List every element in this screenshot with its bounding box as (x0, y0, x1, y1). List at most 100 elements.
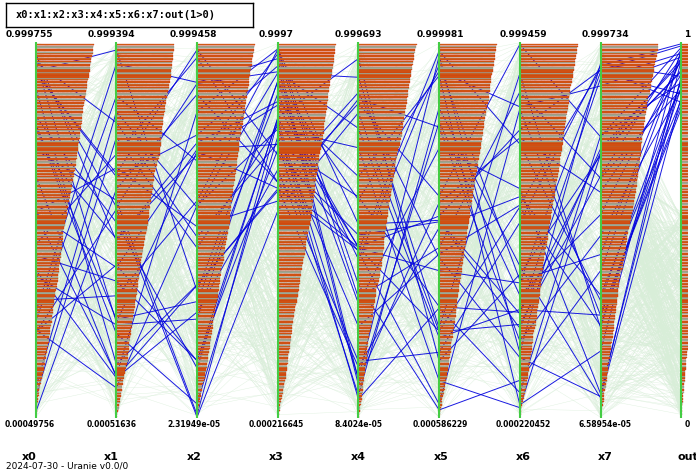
Bar (439, 328, 454, 329)
Bar (358, 344, 367, 345)
Bar (358, 317, 372, 318)
Bar (439, 225, 468, 226)
Bar (520, 148, 562, 149)
Bar (601, 340, 612, 341)
Bar (358, 201, 390, 202)
Bar (116, 119, 163, 120)
Bar (35, 387, 40, 388)
Bar (601, 56, 656, 57)
Bar (278, 76, 331, 77)
Bar (116, 286, 138, 287)
Bar (520, 369, 529, 370)
Bar (358, 170, 395, 171)
Bar (439, 361, 450, 362)
Bar (358, 194, 390, 195)
Bar (681, 156, 696, 157)
Bar (520, 302, 539, 303)
Bar (278, 311, 294, 312)
Bar (601, 143, 642, 144)
Bar (197, 286, 219, 287)
Bar (681, 78, 696, 79)
Bar (278, 119, 325, 120)
Bar (681, 297, 692, 298)
Bar (439, 384, 445, 385)
Bar (358, 250, 383, 251)
Bar (439, 256, 464, 257)
Bar (358, 412, 359, 413)
Bar (358, 261, 382, 262)
Bar (681, 114, 696, 115)
Bar (358, 150, 398, 151)
Bar (35, 356, 46, 357)
Bar (681, 243, 696, 244)
Bar (439, 244, 466, 245)
Bar (197, 173, 235, 174)
Bar (197, 71, 251, 72)
Bar (439, 335, 453, 336)
Bar (681, 159, 696, 160)
Bar (520, 242, 547, 243)
Bar (439, 137, 482, 138)
Bar (520, 109, 568, 110)
Bar (116, 263, 141, 264)
Bar (520, 271, 542, 272)
Bar (278, 203, 313, 204)
Bar (520, 142, 563, 143)
Bar (278, 252, 305, 253)
Bar (520, 93, 570, 94)
Bar (116, 44, 174, 45)
Bar (116, 107, 166, 108)
Bar (681, 266, 694, 267)
Bar (197, 143, 239, 144)
Bar (681, 51, 696, 52)
Bar (35, 290, 56, 291)
Bar (35, 241, 63, 242)
Bar (520, 218, 551, 219)
Bar (278, 121, 324, 122)
Bar (681, 270, 694, 271)
Bar (358, 362, 366, 363)
Bar (197, 160, 237, 161)
Bar (681, 392, 683, 393)
Bar (116, 164, 157, 165)
Bar (439, 171, 477, 172)
Bar (358, 279, 379, 280)
Bar (197, 411, 198, 412)
Bar (520, 313, 537, 314)
Bar (35, 363, 45, 364)
Bar (358, 297, 375, 298)
Bar (439, 374, 448, 375)
Bar (520, 262, 544, 263)
Bar (278, 129, 324, 130)
Bar (358, 272, 380, 273)
Bar (601, 358, 610, 359)
Bar (358, 78, 410, 79)
Bar (601, 390, 605, 391)
Bar (197, 142, 239, 143)
Bar (601, 306, 617, 307)
Bar (278, 410, 280, 411)
Bar (116, 92, 168, 93)
Bar (601, 326, 614, 327)
Bar (197, 303, 216, 304)
Bar (601, 384, 606, 385)
Bar (681, 293, 693, 294)
Bar (681, 102, 696, 103)
Bar (520, 94, 569, 95)
Bar (116, 369, 125, 370)
Bar (116, 128, 162, 129)
Bar (681, 325, 690, 326)
Bar (681, 378, 685, 379)
Bar (278, 110, 326, 111)
Bar (520, 380, 527, 381)
Bar (601, 129, 644, 130)
Bar (601, 344, 612, 345)
Bar (439, 61, 494, 62)
Bar (358, 116, 404, 117)
Bar (35, 407, 38, 408)
Bar (439, 216, 470, 217)
Bar (278, 151, 320, 152)
Bar (439, 297, 457, 298)
Bar (439, 169, 477, 170)
Bar (197, 184, 234, 185)
